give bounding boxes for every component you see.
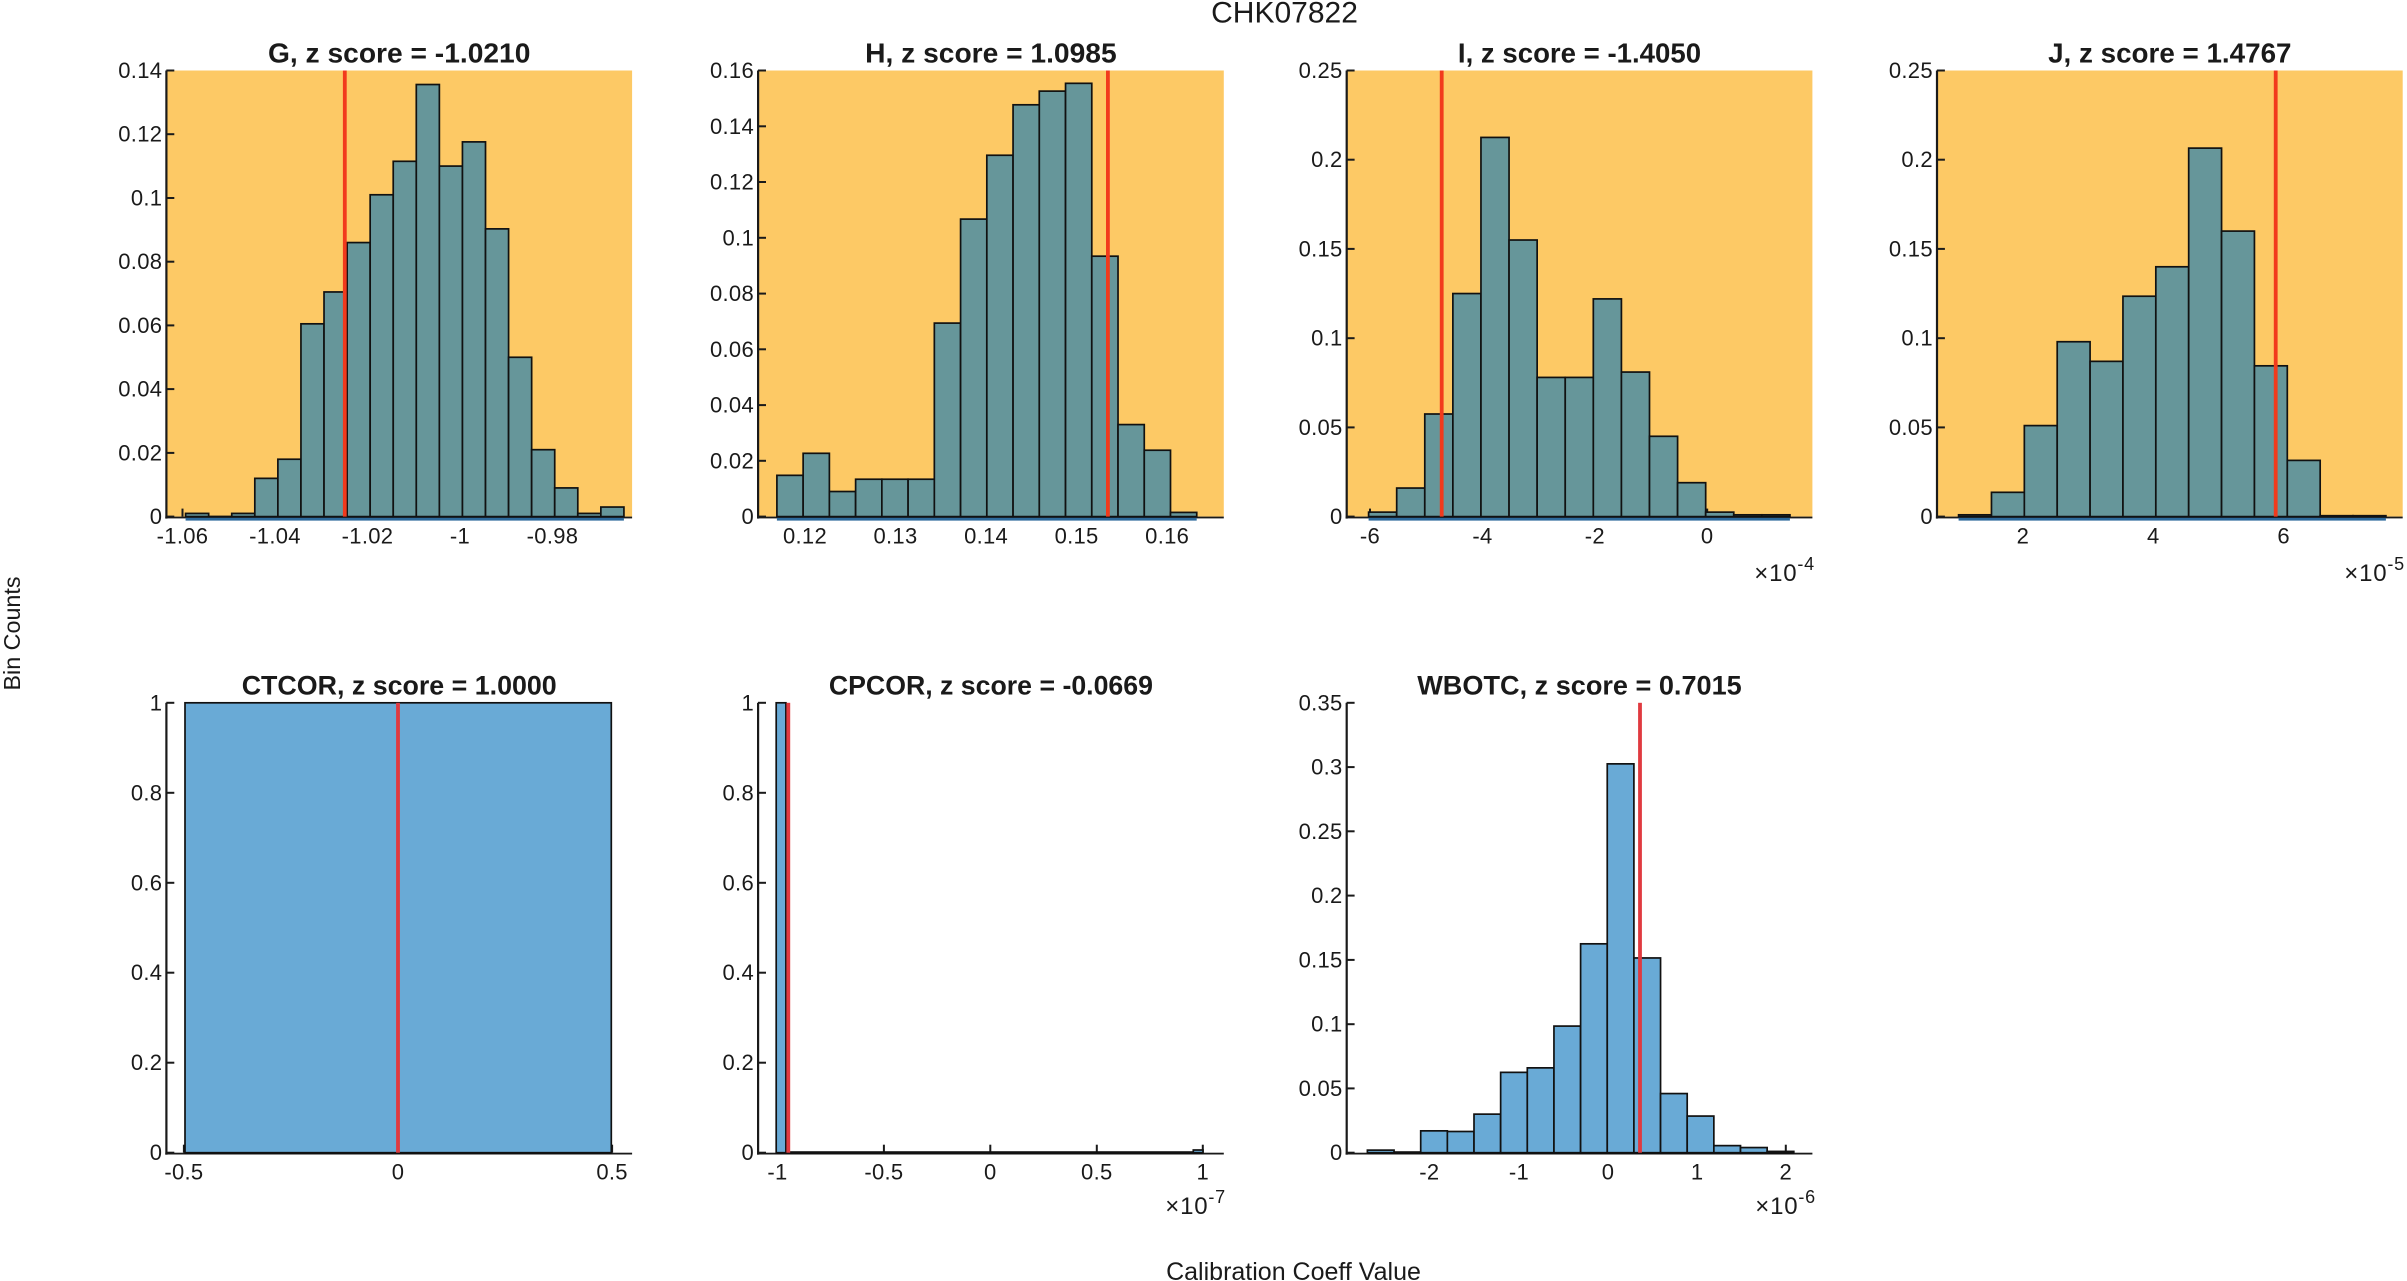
svg-text:0.14: 0.14 [964, 524, 1008, 549]
svg-text:0.4: 0.4 [723, 960, 754, 985]
svg-text:0.8: 0.8 [723, 780, 754, 805]
svg-text:0.04: 0.04 [118, 377, 162, 402]
svg-text:0.4: 0.4 [131, 960, 162, 985]
svg-text:0.12: 0.12 [783, 524, 827, 549]
svg-text:Calibration Coeff Value: Calibration Coeff Value [1166, 1258, 1421, 1281]
svg-text:0.04: 0.04 [710, 393, 754, 418]
svg-text:-1.06: -1.06 [157, 524, 209, 549]
svg-text:0.15: 0.15 [1055, 524, 1099, 549]
svg-text:-4: -4 [1472, 524, 1492, 549]
svg-text:CPCOR, z score = -0.0669: CPCOR, z score = -0.0669 [829, 671, 1153, 701]
svg-text:-1.04: -1.04 [249, 524, 301, 549]
svg-text:0.02: 0.02 [118, 440, 162, 465]
svg-text:4: 4 [2147, 524, 2160, 549]
svg-text:0.1: 0.1 [1311, 1012, 1342, 1037]
svg-text:0.15: 0.15 [1889, 236, 1933, 261]
svg-text:-1: -1 [767, 1160, 787, 1185]
svg-text:2: 2 [2017, 524, 2030, 549]
svg-text:J, z score = 1.4767: J, z score = 1.4767 [2048, 38, 2291, 69]
svg-text:WBOTC, z score = 0.7015: WBOTC, z score = 0.7015 [1417, 670, 1742, 701]
svg-text:0.25: 0.25 [1889, 58, 1933, 83]
svg-text:0: 0 [1602, 1160, 1615, 1185]
svg-text:0.16: 0.16 [1145, 524, 1189, 549]
svg-text:0.05: 0.05 [1299, 415, 1343, 440]
svg-text:0.16: 0.16 [710, 58, 754, 83]
svg-text:0: 0 [984, 1160, 997, 1185]
svg-text:0: 0 [150, 504, 163, 529]
svg-text:×10-5: ×10-5 [2344, 554, 2405, 587]
svg-text:0: 0 [1330, 504, 1343, 529]
svg-text:0.05: 0.05 [1299, 1076, 1343, 1101]
svg-text:0.25: 0.25 [1299, 819, 1343, 844]
svg-text:6: 6 [2277, 524, 2290, 549]
svg-text:-1: -1 [1509, 1160, 1529, 1185]
svg-text:0.1: 0.1 [1901, 326, 1932, 351]
svg-text:0.3: 0.3 [1311, 755, 1342, 780]
svg-text:0.35: 0.35 [1299, 690, 1343, 715]
svg-text:1: 1 [1691, 1160, 1704, 1185]
svg-text:0.1: 0.1 [723, 225, 754, 250]
svg-text:0: 0 [741, 504, 754, 529]
svg-text:CTCOR, z score = 1.0000: CTCOR, z score = 1.0000 [242, 671, 557, 701]
svg-text:0.6: 0.6 [131, 870, 162, 895]
svg-text:0.14: 0.14 [118, 58, 162, 83]
svg-text:H, z score = 1.0985: H, z score = 1.0985 [865, 37, 1117, 69]
svg-text:1: 1 [1197, 1160, 1210, 1185]
svg-text:1: 1 [150, 690, 163, 715]
svg-text:0.12: 0.12 [118, 122, 162, 147]
svg-text:0.06: 0.06 [118, 313, 162, 338]
svg-text:0.2: 0.2 [131, 1050, 162, 1075]
svg-text:0.08: 0.08 [118, 249, 162, 274]
svg-text:-1.02: -1.02 [342, 524, 394, 549]
svg-text:0.05: 0.05 [1889, 415, 1933, 440]
svg-text:G, z score = -1.0210: G, z score = -1.0210 [268, 37, 530, 69]
svg-text:I, z score = -1.4050: I, z score = -1.4050 [1458, 38, 1701, 69]
svg-text:×10-7: ×10-7 [1165, 1187, 1226, 1220]
svg-text:0.1: 0.1 [1311, 326, 1342, 351]
svg-text:Bin Counts: Bin Counts [0, 577, 25, 691]
svg-text:-2: -2 [1419, 1160, 1439, 1185]
svg-text:0: 0 [1330, 1140, 1343, 1165]
svg-text:0.08: 0.08 [710, 281, 754, 306]
svg-text:0.2: 0.2 [1311, 147, 1342, 172]
svg-text:0.8: 0.8 [131, 780, 162, 805]
svg-text:-1: -1 [450, 524, 470, 549]
svg-text:0.2: 0.2 [1311, 883, 1342, 908]
svg-text:0.02: 0.02 [710, 448, 754, 473]
svg-text:-0.5: -0.5 [164, 1160, 203, 1185]
svg-text:CHK07822: CHK07822 [1211, 0, 1358, 30]
svg-text:0.1: 0.1 [131, 186, 162, 211]
svg-text:0: 0 [150, 1140, 163, 1165]
svg-text:0.5: 0.5 [1081, 1160, 1112, 1185]
svg-text:0.15: 0.15 [1299, 236, 1343, 261]
svg-text:0.6: 0.6 [723, 870, 754, 895]
svg-text:-6: -6 [1360, 524, 1380, 549]
svg-text:0.25: 0.25 [1299, 58, 1343, 83]
svg-text:0.2: 0.2 [1901, 147, 1932, 172]
svg-text:0.06: 0.06 [710, 337, 754, 362]
svg-text:2: 2 [1780, 1160, 1793, 1185]
svg-text:-0.5: -0.5 [864, 1160, 903, 1185]
svg-text:0.15: 0.15 [1299, 947, 1343, 972]
svg-text:0: 0 [392, 1160, 405, 1185]
svg-text:0.13: 0.13 [873, 524, 917, 549]
svg-text:0: 0 [1701, 524, 1714, 549]
svg-text:1: 1 [741, 690, 754, 715]
svg-text:-0.98: -0.98 [527, 524, 579, 549]
svg-text:0.5: 0.5 [596, 1160, 627, 1185]
svg-text:0: 0 [1920, 504, 1933, 529]
svg-text:0.2: 0.2 [723, 1050, 754, 1075]
svg-text:-2: -2 [1585, 524, 1605, 549]
svg-text:0.14: 0.14 [710, 114, 754, 139]
svg-text:0.12: 0.12 [710, 170, 754, 195]
svg-text:0: 0 [741, 1140, 754, 1165]
